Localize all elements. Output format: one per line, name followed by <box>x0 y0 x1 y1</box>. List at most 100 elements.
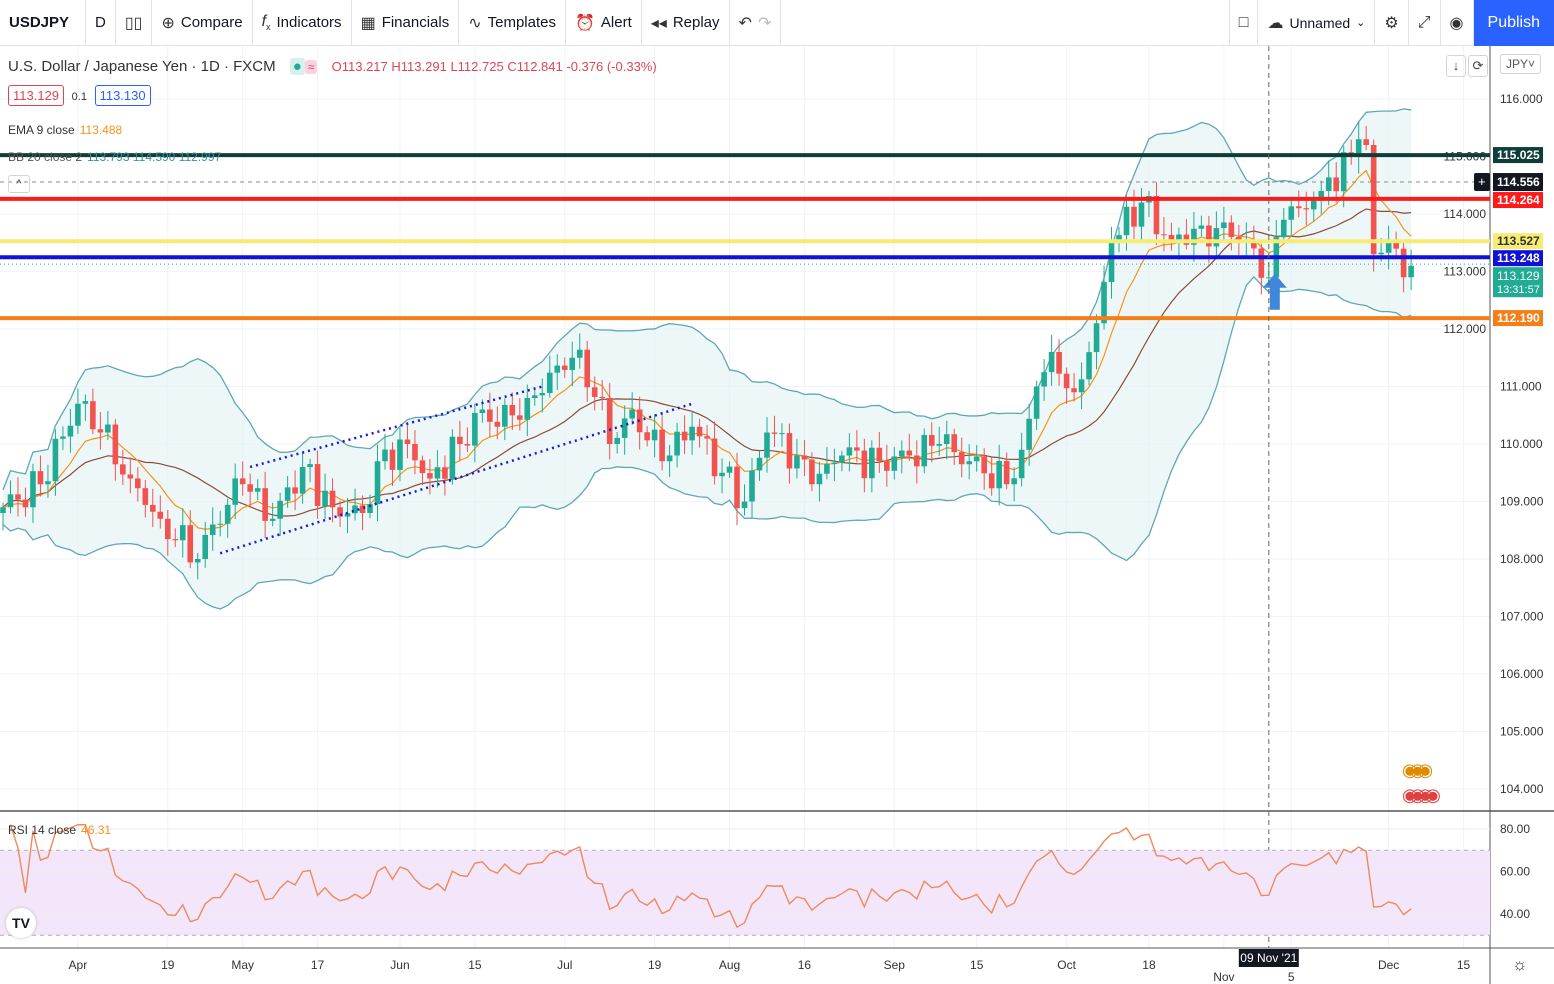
candle[interactable] <box>105 424 111 433</box>
settings-button[interactable]: ⚙ <box>1375 0 1409 46</box>
candle[interactable] <box>374 461 381 505</box>
candle[interactable] <box>599 396 605 398</box>
candle[interactable] <box>764 432 770 458</box>
candle[interactable] <box>876 447 883 462</box>
candle[interactable] <box>1153 196 1160 235</box>
candle[interactable] <box>329 490 336 508</box>
sell-price-button[interactable]: 113.129 <box>8 85 65 106</box>
candle[interactable] <box>921 434 928 467</box>
candle[interactable] <box>1063 373 1070 389</box>
candle[interactable] <box>1258 248 1265 278</box>
compare-button[interactable]: ⊕ Compare <box>152 0 253 46</box>
candle[interactable] <box>1018 449 1025 479</box>
candle[interactable] <box>232 478 238 505</box>
time-axis-settings-icon[interactable]: ☼ <box>1512 955 1528 974</box>
alert-button[interactable]: ⏰ Alert <box>566 0 642 46</box>
candle[interactable] <box>164 518 171 540</box>
candle[interactable] <box>307 464 313 467</box>
candle[interactable] <box>681 431 688 441</box>
buy-price-button[interactable]: 113.130 <box>94 85 151 106</box>
candle[interactable] <box>1108 242 1115 282</box>
candle[interactable] <box>546 372 553 394</box>
candle[interactable] <box>239 478 246 485</box>
candle[interactable] <box>1206 225 1212 247</box>
candle[interactable] <box>187 525 194 563</box>
candle[interactable] <box>539 393 546 396</box>
candle[interactable] <box>1033 386 1040 419</box>
candle[interactable] <box>60 436 66 439</box>
ema-legend[interactable]: EMA 9 close 113.488 <box>8 123 122 137</box>
candle[interactable] <box>15 494 21 500</box>
candle[interactable] <box>314 464 321 507</box>
candle[interactable] <box>344 513 351 517</box>
candle[interactable] <box>52 438 59 482</box>
candle[interactable] <box>1333 177 1340 192</box>
symbol-search-button[interactable]: USDJPY <box>0 0 86 46</box>
candle[interactable] <box>254 488 261 492</box>
candle[interactable] <box>1288 206 1295 220</box>
candle[interactable] <box>1086 352 1092 380</box>
candle[interactable] <box>1101 281 1107 324</box>
candle[interactable] <box>7 494 14 508</box>
candle[interactable] <box>1393 242 1399 249</box>
candle[interactable] <box>771 432 778 434</box>
candle[interactable] <box>561 365 568 370</box>
collapse-legend-button[interactable]: ^ <box>8 175 30 193</box>
candle[interactable] <box>389 449 396 470</box>
candle[interactable] <box>1408 265 1414 278</box>
candle[interactable] <box>966 461 973 465</box>
candle[interactable] <box>1116 235 1122 243</box>
candle[interactable] <box>1340 152 1347 192</box>
candle[interactable] <box>22 499 29 508</box>
candle[interactable] <box>1168 235 1175 243</box>
candle[interactable] <box>1213 228 1220 247</box>
add-alert-button[interactable] <box>1474 173 1490 192</box>
candle[interactable] <box>704 436 710 439</box>
candle[interactable] <box>1056 352 1062 374</box>
candle[interactable] <box>150 504 156 512</box>
candle[interactable] <box>1385 242 1392 253</box>
interval-button[interactable]: D <box>86 0 116 46</box>
candle[interactable] <box>1011 478 1017 485</box>
candle[interactable] <box>209 524 216 535</box>
candle[interactable] <box>127 474 134 479</box>
chart-type-button[interactable]: ▯▯ <box>116 0 153 46</box>
candle[interactable] <box>479 409 486 414</box>
candle[interactable] <box>299 467 306 494</box>
financials-button[interactable]: ▦ Financials <box>352 0 460 46</box>
candle[interactable] <box>1221 222 1227 229</box>
candle[interactable] <box>958 452 965 465</box>
candle[interactable] <box>135 478 141 489</box>
candle[interactable] <box>756 457 763 471</box>
layout-name-button[interactable]: ☁ Unnamed ⌄ <box>1258 0 1376 46</box>
candle[interactable] <box>359 505 366 513</box>
market-open-icon[interactable]: ● <box>289 58 305 75</box>
candle[interactable] <box>689 426 695 441</box>
candle[interactable] <box>75 403 81 426</box>
candle[interactable] <box>67 425 74 437</box>
candle[interactable] <box>1026 418 1032 450</box>
candle[interactable] <box>794 455 800 469</box>
fullscreen-button[interactable]: ⤢ <box>1409 0 1441 46</box>
candle[interactable] <box>981 456 987 474</box>
snapshot-button[interactable]: ◉ <box>1441 0 1474 46</box>
candle[interactable] <box>442 467 448 479</box>
bb-legend[interactable]: BB 20 close 2 113.793 114.590 112.997 <box>8 150 221 164</box>
candle[interactable] <box>494 421 501 427</box>
candle[interactable] <box>928 434 935 446</box>
tradingview-logo[interactable]: TV <box>6 908 36 938</box>
candle[interactable] <box>1310 200 1317 210</box>
candle[interactable] <box>1071 388 1077 393</box>
candle[interactable] <box>719 472 725 477</box>
candle[interactable] <box>352 505 358 514</box>
candle[interactable] <box>1363 139 1369 145</box>
candle[interactable] <box>801 455 808 460</box>
economic-events-icon[interactable]: ◉◉◉◉ <box>1402 785 1441 805</box>
candle[interactable] <box>899 450 905 457</box>
candle[interactable] <box>869 447 875 479</box>
candle[interactable] <box>861 450 868 479</box>
undo-button[interactable]: ↶ ↷ <box>730 0 782 46</box>
candle[interactable] <box>419 460 426 474</box>
candle[interactable] <box>913 455 920 467</box>
candle[interactable] <box>434 467 441 479</box>
